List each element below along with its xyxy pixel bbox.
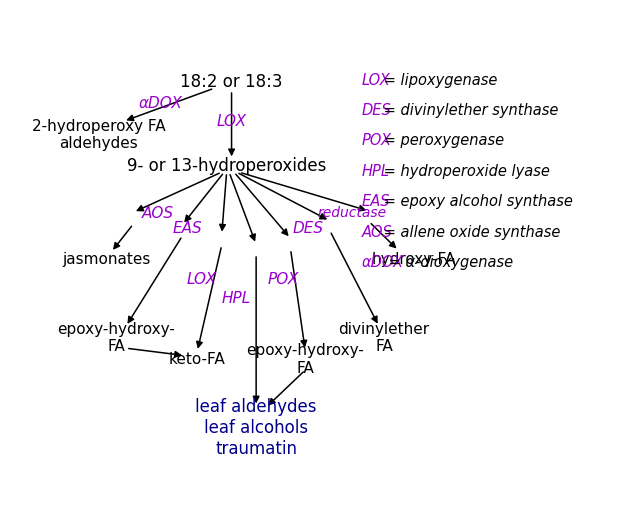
Text: AOS: AOS	[362, 225, 392, 240]
Text: = α-dioxygenase: = α-dioxygenase	[384, 255, 514, 270]
Text: DES: DES	[362, 103, 392, 118]
Text: EAS: EAS	[362, 194, 391, 209]
Text: αDOX: αDOX	[362, 255, 404, 270]
Text: = hydroperoxide lyase: = hydroperoxide lyase	[378, 164, 550, 179]
Text: leaf aldehydes
leaf alcohols
traumatin: leaf aldehydes leaf alcohols traumatin	[195, 398, 317, 458]
Text: = allene oxide synthase: = allene oxide synthase	[378, 225, 560, 240]
Text: αDOX: αDOX	[138, 96, 182, 111]
Text: DES: DES	[292, 221, 323, 236]
Text: EAS: EAS	[172, 221, 202, 236]
Text: epoxy-hydroxy-
FA: epoxy-hydroxy- FA	[247, 343, 364, 376]
Text: POX: POX	[362, 133, 392, 149]
Text: LOX: LOX	[362, 73, 391, 88]
Text: jasmonates: jasmonates	[62, 252, 150, 267]
Text: HPL: HPL	[362, 164, 390, 179]
Text: = lipoxygenase: = lipoxygenase	[378, 73, 497, 88]
Text: = divinylether synthase: = divinylether synthase	[378, 103, 558, 118]
Text: = epoxy alcohol synthase: = epoxy alcohol synthase	[378, 194, 573, 209]
Text: 9- or 13-hydroperoxides: 9- or 13-hydroperoxides	[127, 157, 327, 175]
Text: epoxy-hydroxy-
FA: epoxy-hydroxy- FA	[57, 322, 175, 354]
Text: keto-FA: keto-FA	[169, 352, 226, 367]
Text: reductase: reductase	[318, 206, 387, 220]
Text: LOX: LOX	[187, 272, 217, 287]
Text: LOX: LOX	[216, 114, 247, 129]
Text: 2-hydroperoxy FA
aldehydes: 2-hydroperoxy FA aldehydes	[32, 119, 165, 151]
Text: POX: POX	[268, 272, 299, 287]
Text: HPL: HPL	[222, 292, 251, 306]
Text: AOS: AOS	[142, 206, 174, 221]
Text: = peroxygenase: = peroxygenase	[378, 133, 504, 149]
Text: hydroxy-FA: hydroxy-FA	[372, 252, 455, 267]
Text: divinylether
FA: divinylether FA	[339, 322, 429, 354]
Text: 18:2 or 18:3: 18:2 or 18:3	[180, 74, 283, 91]
